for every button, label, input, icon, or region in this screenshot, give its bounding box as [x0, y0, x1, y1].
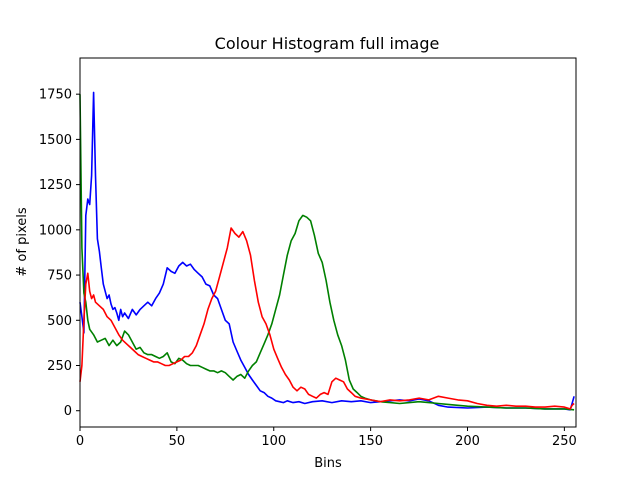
series-line-2: [79, 227, 575, 410]
y-tick-label: 250: [47, 359, 72, 374]
y-tick-label: 1500: [39, 133, 72, 148]
x-axis-label: Bins: [314, 456, 342, 471]
series-layer: [79, 91, 575, 411]
y-tick-label: 500: [47, 314, 72, 329]
x-tick-label: 100: [261, 434, 286, 449]
x-axis: 0 50 100 150 200 250: [76, 427, 577, 449]
y-tick-label: 1750: [39, 88, 72, 103]
y-tick-label: 1250: [39, 178, 72, 193]
x-tick-label: 50: [169, 434, 186, 449]
x-tick-label: 150: [358, 434, 383, 449]
y-axis: 0 250 500 750 1000 1250 1500 1750: [39, 88, 80, 419]
y-tick-label: 750: [47, 269, 72, 284]
y-axis-label: # of pixels: [15, 207, 30, 276]
x-tick-label: 200: [455, 434, 480, 449]
y-tick-label: 1000: [39, 223, 72, 238]
y-tick-label: 0: [64, 404, 72, 419]
chart-title: Colour Histogram full image: [215, 34, 440, 53]
plot-frame: [79, 57, 577, 428]
x-tick-label: 0: [76, 434, 84, 449]
x-tick-label: 250: [552, 434, 577, 449]
